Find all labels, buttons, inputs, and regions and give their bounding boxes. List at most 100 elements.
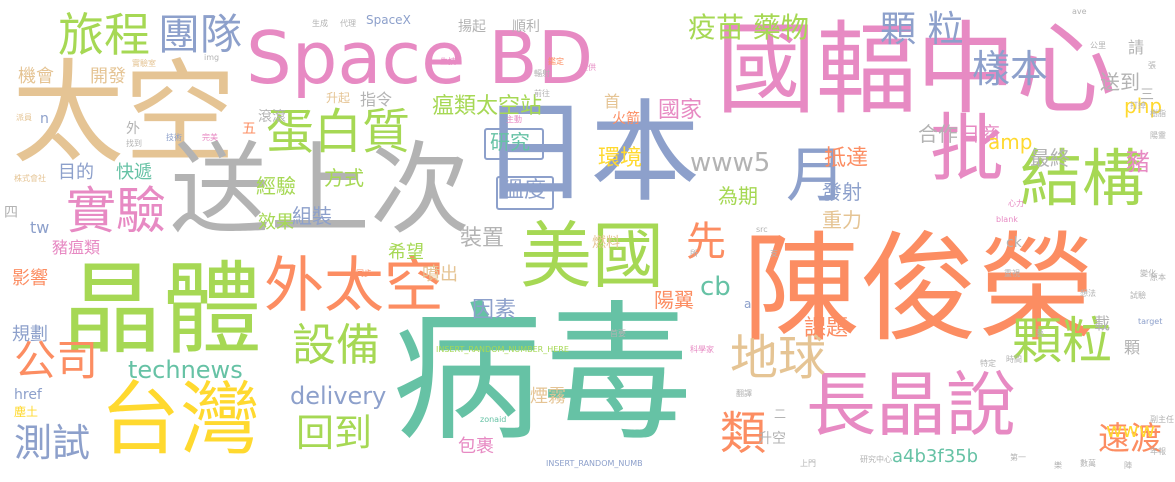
word: 藝: [1036, 330, 1044, 338]
word: 特定: [980, 360, 996, 368]
word: 株式會社: [14, 175, 46, 183]
word: blank: [996, 216, 1018, 224]
word: 顆: [1124, 340, 1140, 356]
word: 第一: [1010, 454, 1026, 462]
word: 課題: [804, 318, 848, 340]
word: 重力: [822, 210, 862, 230]
word: 陽翼: [654, 290, 694, 310]
word: 豬: [1126, 150, 1150, 174]
word: 開發: [90, 68, 126, 86]
word: 國家: [658, 100, 702, 122]
word: 請: [1128, 40, 1144, 56]
word: tw: [30, 220, 49, 236]
word: 效果: [258, 214, 294, 232]
word: ck: [1006, 236, 1022, 250]
word: 打掉: [1130, 102, 1146, 110]
word: 病毒: [392, 300, 692, 450]
word: 陣: [1124, 462, 1132, 470]
word: 經驗: [256, 176, 296, 196]
word-frame: [496, 176, 554, 210]
word: 原本: [1150, 274, 1166, 282]
word: technews: [128, 358, 243, 382]
word: 公里: [1090, 42, 1106, 50]
word: 公司: [14, 340, 98, 382]
word: 代理: [340, 20, 356, 28]
word: 外: [126, 122, 140, 136]
word: INSERT_RANDOM_NUMB: [546, 460, 643, 468]
word: 發射: [822, 182, 862, 202]
word: 蛋白質: [266, 108, 410, 156]
word: 揚起: [458, 20, 486, 34]
word: 環境: [598, 148, 642, 170]
word: 主動: [506, 116, 522, 124]
word: 首要: [610, 330, 626, 338]
word: 最終: [1030, 148, 1070, 168]
word: 測試: [14, 424, 90, 462]
word: 輻射: [534, 70, 550, 78]
word: a4b3f35b: [892, 448, 978, 466]
word: 樹脂: [1150, 110, 1166, 118]
word: 鑑定: [548, 58, 564, 66]
word: 樣本: [972, 50, 1048, 88]
word: 疫苗 藥物: [688, 14, 809, 42]
word: 樂: [1054, 462, 1062, 470]
word: 找到: [126, 140, 142, 148]
word: 三: [1140, 88, 1154, 102]
word: 年報: [1150, 448, 1166, 456]
word: 派員: [16, 114, 32, 122]
word: www5: [690, 150, 770, 176]
word: a: [744, 298, 751, 310]
word: delivery: [290, 384, 386, 408]
word: 指令: [360, 92, 392, 108]
word: ave: [1072, 8, 1087, 16]
word: 因素: [472, 300, 516, 322]
word: 燃料: [592, 236, 620, 250]
word: 地球: [730, 334, 826, 382]
word: 副主任: [1150, 416, 1174, 424]
word: n: [40, 112, 49, 126]
word: 旅程: [58, 12, 150, 58]
word: 科學家: [690, 346, 714, 354]
word: 煙霧: [530, 388, 566, 406]
word: img: [204, 54, 219, 62]
word: INSERT_RANDOM_NUMBER_HERE: [436, 346, 569, 354]
word: 滾滾: [258, 110, 286, 124]
word: 希望: [388, 244, 424, 262]
word: 生技: [440, 58, 456, 66]
word: 升空: [758, 432, 786, 446]
word: 組裝: [292, 206, 332, 226]
word: 技術: [166, 134, 182, 142]
word: 前往: [534, 90, 550, 98]
word: 陽靈: [1150, 132, 1166, 140]
word: 張: [1148, 62, 1156, 70]
word: 完美: [202, 134, 218, 142]
word: 提供: [580, 64, 596, 72]
word: 瘟類太空站: [432, 96, 542, 118]
word: 實驗: [66, 186, 166, 236]
word: 機會: [18, 68, 54, 86]
word: 順利: [512, 20, 540, 34]
word: 翻譯: [736, 390, 752, 398]
word: src: [756, 226, 768, 234]
word: target: [1138, 318, 1162, 326]
word: 設備: [292, 324, 380, 368]
word: 支: [770, 250, 778, 258]
word: 送到: [1100, 72, 1140, 92]
word: 顆 粒: [880, 12, 963, 48]
word: www: [1106, 420, 1155, 440]
word: 生成: [312, 20, 328, 28]
word: 為期: [718, 186, 758, 206]
word: href: [14, 388, 42, 402]
word: 影響: [12, 270, 48, 288]
word: 合作: [918, 124, 958, 144]
word: 升起: [326, 92, 350, 104]
word: 裝置: [460, 228, 504, 250]
word: 首: [604, 94, 620, 110]
word: 目的: [58, 164, 94, 182]
word: 火箭: [612, 112, 640, 126]
word: 噴出: [422, 266, 458, 284]
word-frame: [484, 128, 544, 160]
word: 載: [1094, 316, 1110, 332]
word: 外太空: [264, 256, 444, 316]
